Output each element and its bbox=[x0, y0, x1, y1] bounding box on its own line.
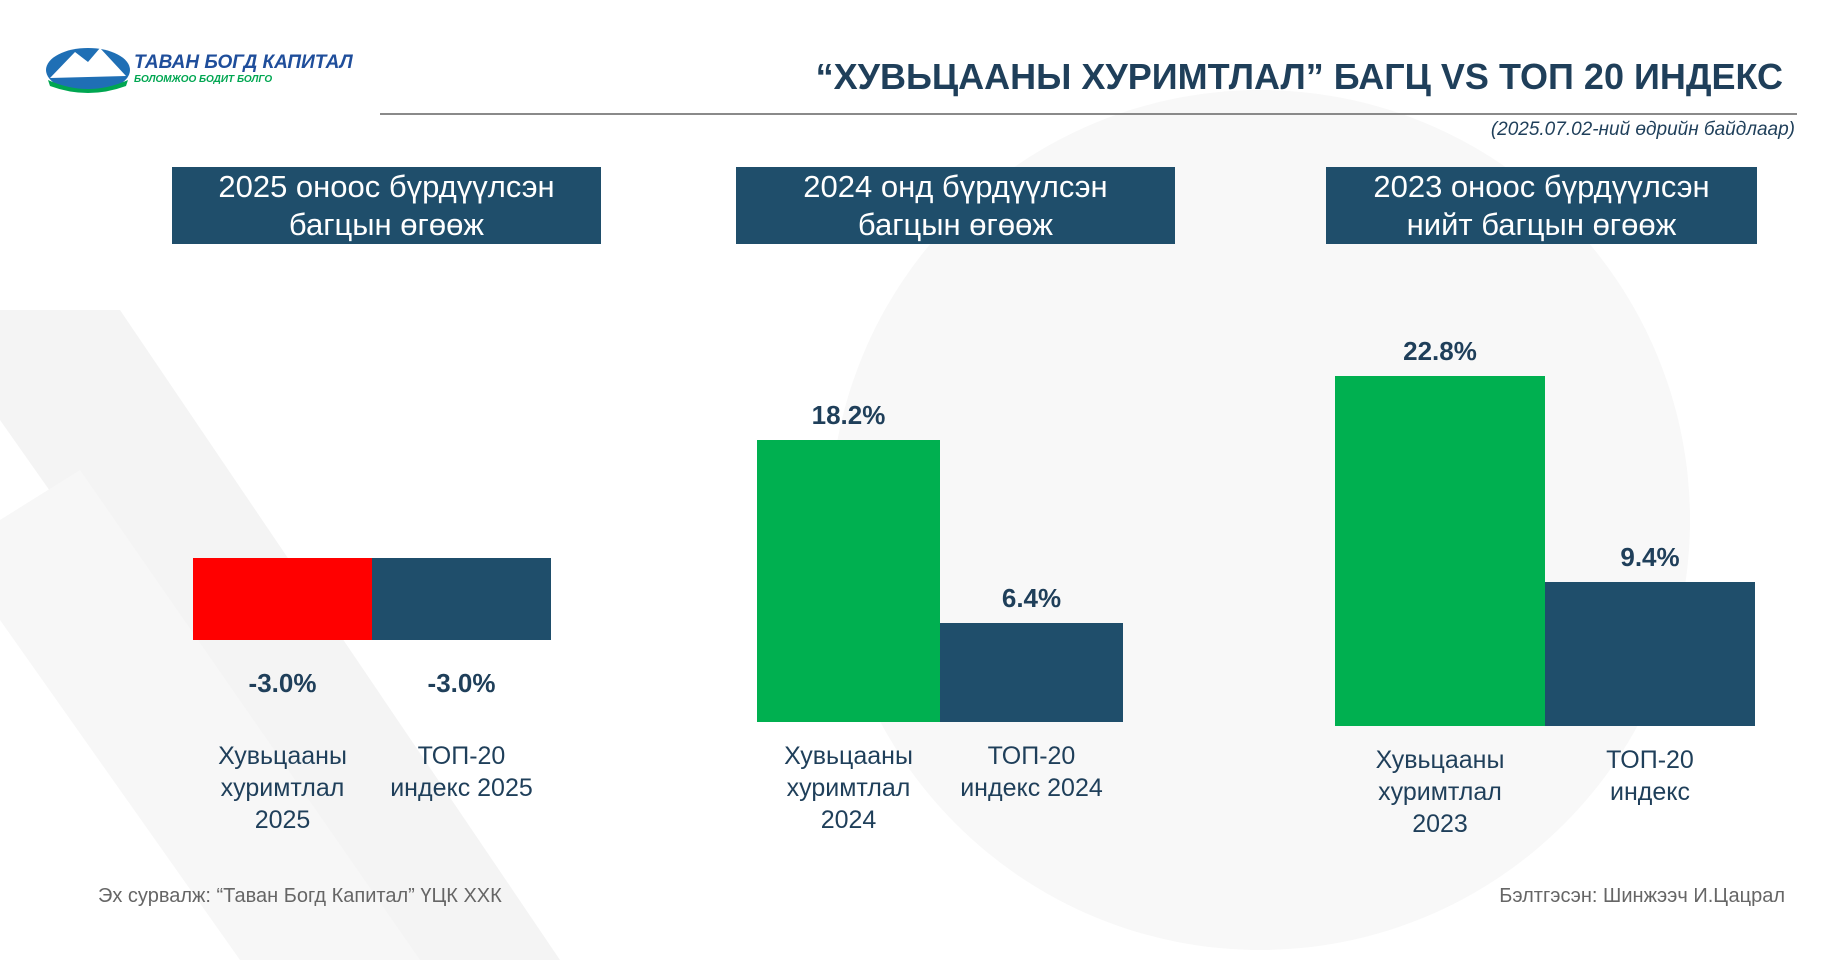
bar bbox=[1545, 581, 1755, 726]
bar bbox=[1335, 376, 1545, 726]
bar bbox=[372, 558, 551, 641]
value-label: 18.2% bbox=[811, 399, 886, 430]
bar bbox=[193, 558, 372, 641]
category-label: ТОП-20 индекс bbox=[1606, 746, 1694, 806]
chart-title: 2025 оноос бүрдүүлсэн багцын өгөөж bbox=[172, 167, 601, 244]
category-label: ТОП-20 индекс 2024 bbox=[960, 742, 1103, 802]
chart-title: 2024 онд бүрдүүлсэн багцын өгөөж bbox=[736, 167, 1175, 244]
value-label: 9.4% bbox=[1620, 541, 1680, 572]
value-label: -3.0% bbox=[248, 668, 317, 699]
prepared-by: Бэлтгэсэн: Шинжээч И.Цацрал bbox=[1499, 885, 1785, 907]
category-label: Хувьцааны хуримтлал 2024 bbox=[784, 742, 913, 834]
category-label: Хувьцааны хуримтлал 2023 bbox=[1375, 746, 1505, 838]
category-label: Хувьцааны хуримтлал 2025 bbox=[218, 742, 347, 834]
value-label: 6.4% bbox=[1001, 582, 1062, 613]
slide-title: “ХУВЬЦААНЫ ХУРИМТЛАЛ” БАГЦ VS ТОП 20 ИНД… bbox=[815, 56, 1783, 97]
bar bbox=[940, 622, 1123, 722]
value-label: 22.8% bbox=[1403, 336, 1477, 367]
value-label: -3.0% bbox=[427, 668, 496, 699]
subtitle: (2025.07.02-ний өдрийн байдлаар) bbox=[1490, 119, 1795, 140]
logo-name: ТАВАН БОГД КАПИТАЛ bbox=[134, 52, 353, 73]
chart-title: 2023 оноос бүрдүүлсэн нийт багцын өгөөж bbox=[1326, 167, 1757, 244]
source: Эх сурвалж: “Таван Богд Капитал” ҮЦК ХХК bbox=[98, 885, 502, 907]
bar bbox=[757, 439, 940, 722]
logo-tagline: БОЛОМЖОО БОДИТ БОЛГО bbox=[134, 74, 273, 85]
category-label: ТОП-20 индекс 2025 bbox=[390, 742, 533, 802]
